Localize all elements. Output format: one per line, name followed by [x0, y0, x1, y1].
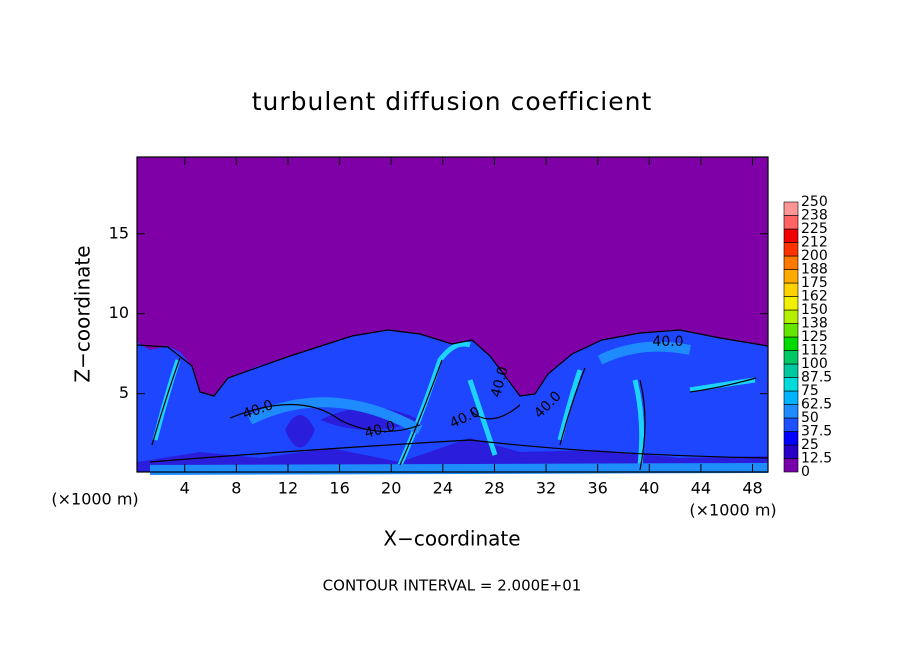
x-tick-label: 24 [433, 479, 453, 498]
colorbar-band [783, 269, 799, 284]
colorbar-label: 175 [801, 275, 828, 291]
colorbar-band [783, 444, 799, 459]
colorbar-band [783, 242, 799, 257]
x-tick-label: 32 [536, 479, 556, 498]
colorbar-band [783, 323, 799, 338]
colorbar-band [783, 417, 799, 432]
colorbar-band [783, 363, 799, 378]
colorbar-band [783, 350, 799, 365]
plot-frame [136, 156, 769, 473]
colorbar-label: 200 [801, 248, 828, 264]
colorbar-label: 250 [801, 194, 828, 210]
colorbar-band [783, 215, 799, 230]
colorbar-label: 37.5 [801, 424, 832, 440]
colorbar-band [783, 201, 799, 216]
colorbar-band [783, 404, 799, 419]
colorbar-label: 188 [801, 262, 828, 278]
x-tick-label: 16 [329, 479, 349, 498]
y-axis-title: Z−coordinate [71, 245, 95, 382]
colorbar-label: 212 [801, 235, 828, 251]
x-tick-label: 8 [231, 479, 241, 498]
y-tick-label: 5 [119, 383, 129, 402]
colorbar-label: 87.5 [801, 370, 832, 386]
x-tick-label: 36 [587, 479, 607, 498]
colorbar-label: 150 [801, 302, 828, 318]
contour-label: 40.0 [363, 418, 397, 442]
colorbar-band [783, 336, 799, 351]
colorbar-band [783, 458, 799, 473]
contour-label: 40.0 [488, 365, 512, 399]
field [136, 157, 769, 475]
x-unit-label: (×1000 m) [689, 501, 776, 520]
colorbar-label: 138 [801, 316, 828, 332]
x-tick-label: 28 [484, 479, 504, 498]
colorbar-label: 100 [801, 356, 828, 372]
colorbar-band [783, 431, 799, 446]
colorbar-label: 162 [801, 289, 828, 305]
colorbar-band [783, 296, 799, 311]
colorbar-label: 50 [801, 410, 819, 426]
colorbar-label: 225 [801, 221, 828, 237]
contour-label: 40.0 [652, 334, 683, 350]
colorbar-band [783, 255, 799, 270]
x-tick-label: 40 [639, 479, 659, 498]
colorbar-band [783, 377, 799, 392]
x-tick-label: 20 [381, 479, 401, 498]
colorbar-band [783, 390, 799, 405]
x-tick-label: 12 [278, 479, 298, 498]
colorbar-label: 12.5 [801, 451, 832, 467]
x-axis-title: X−coordinate [383, 527, 520, 551]
colorbar-label: 75 [801, 383, 819, 399]
colorbar-label: 238 [801, 208, 828, 224]
colorbar-band [783, 282, 799, 297]
x-tick-label: 4 [180, 479, 190, 498]
y-tick-label: 10 [109, 303, 129, 322]
colorbar-label: 112 [801, 343, 828, 359]
field-streak [149, 341, 769, 475]
x-unit-label: (×1000 m) [51, 490, 138, 509]
y-tick-label: 15 [109, 223, 129, 242]
x-tick-label: 44 [691, 479, 711, 498]
colorbar-band [783, 228, 799, 243]
colorbar-label: 0 [801, 464, 810, 480]
colorbar-band [783, 309, 799, 324]
x-tick-label: 48 [742, 479, 762, 498]
contour-line [136, 329, 769, 471]
colorbar-label: 125 [801, 329, 828, 345]
field-region [137, 438, 768, 472]
footnote: CONTOUR INTERVAL = 2.000E+01 [323, 577, 582, 595]
colorbar-label: 25 [801, 437, 819, 453]
colorbar-label: 62.5 [801, 397, 832, 413]
chart-title: turbulent diffusion coefficient [252, 87, 653, 116]
